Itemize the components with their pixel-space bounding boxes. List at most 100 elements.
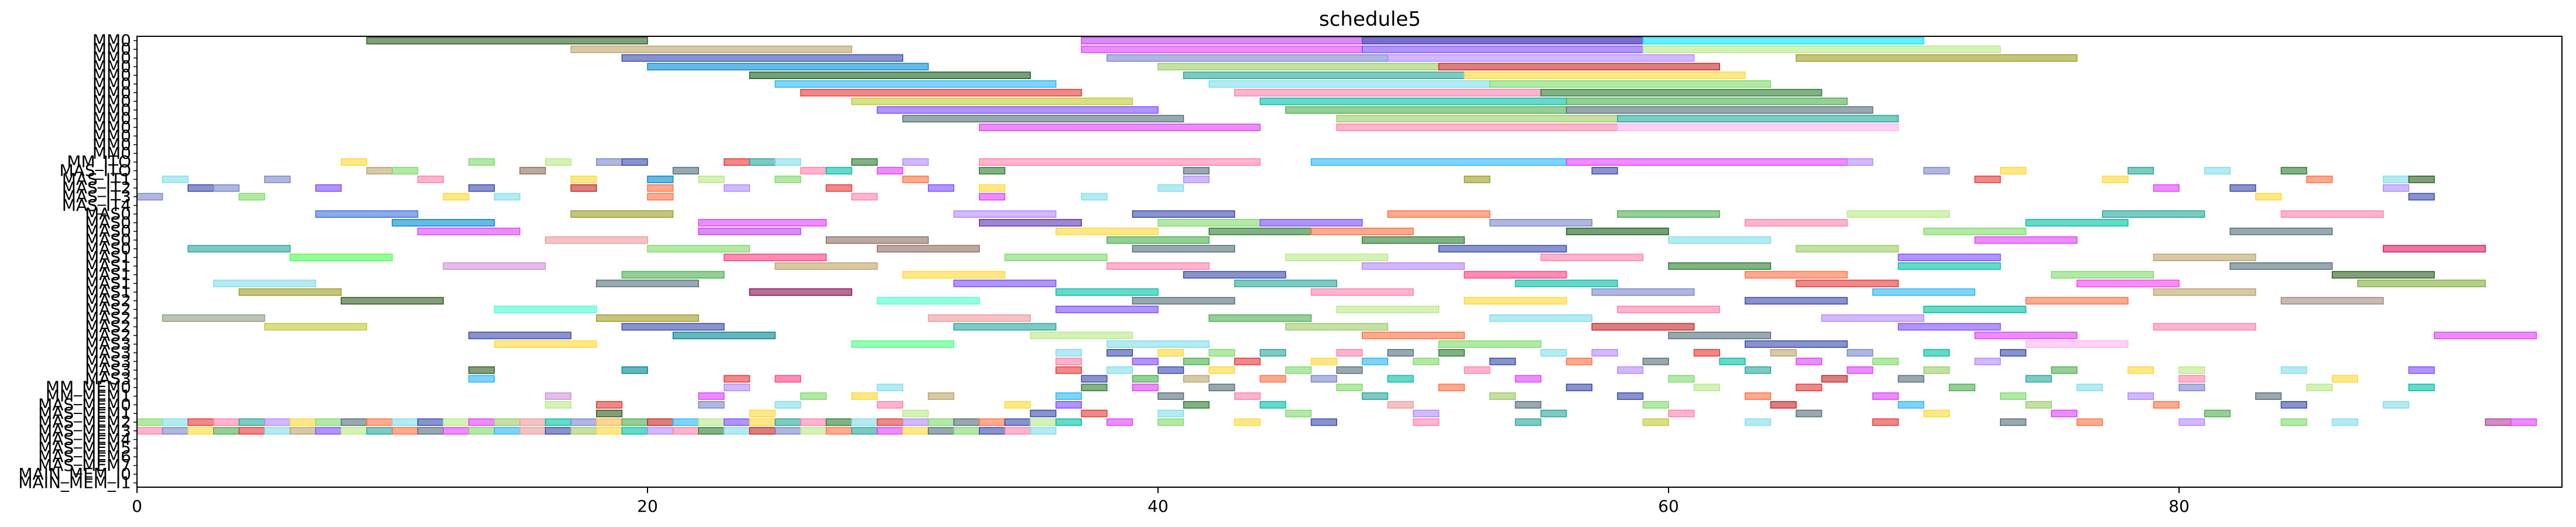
task-bar-293 [2408, 384, 2435, 392]
task-bar-403 [341, 427, 368, 435]
task-bar-27 [876, 106, 1159, 114]
task-bar-232 [1132, 357, 1159, 365]
task-bar-69 [647, 175, 674, 183]
task-bar-164 [596, 279, 699, 288]
task-bar-207 [1668, 331, 1772, 340]
task-bar-95 [238, 193, 265, 201]
task-bar-186 [1055, 306, 1159, 313]
task-bar-98 [647, 193, 674, 201]
task-bar-346 [238, 418, 265, 426]
task-bar-282 [1132, 384, 1159, 392]
task-bar-162 [2331, 271, 2435, 279]
y-tick-label: MM0 [93, 83, 131, 102]
task-bar-242 [1796, 357, 1823, 365]
task-bar-288 [1796, 384, 1823, 392]
task-bar-161 [2051, 271, 2154, 279]
task-bar-146 [1540, 254, 1644, 261]
task-bar-135 [187, 245, 291, 253]
task-bar-420 [775, 427, 801, 435]
task-bar-249 [1157, 366, 1184, 374]
task-bar-339 [1923, 409, 1950, 418]
task-bar-238 [1489, 357, 1516, 365]
task-bar-68 [570, 175, 597, 183]
task-bar-48 [1566, 158, 1848, 166]
task-bar-166 [1234, 279, 1337, 288]
task-bar-22 [1234, 88, 1542, 97]
bars-layer [136, 37, 2537, 435]
task-bar-131 [1107, 236, 1210, 244]
task-bar-236 [1362, 357, 1389, 365]
task-bar-118 [1489, 218, 1592, 227]
task-bar-419 [749, 427, 776, 435]
task-bar-187 [1336, 306, 1440, 313]
task-bar-175 [1591, 288, 1695, 296]
task-bar-169 [2076, 279, 2180, 288]
task-bar-369 [825, 418, 852, 426]
task-bar-101 [1081, 193, 1108, 201]
y-tick-label: MAS2 [85, 299, 131, 319]
task-bar-185 [494, 306, 597, 313]
task-bar-195 [1821, 314, 1924, 322]
task-bar-99 [851, 193, 878, 201]
y-tick-label: MAS0 [85, 221, 131, 241]
task-bar-182 [1745, 297, 1848, 305]
task-bar-123 [1055, 227, 1159, 235]
task-bar-217 [1107, 349, 1133, 357]
task-bar-277 [2178, 375, 2205, 383]
task-bar-370 [851, 418, 878, 426]
task-bar-128 [2229, 227, 2333, 235]
task-bar-320 [1515, 401, 1542, 409]
task-bar-23 [1540, 88, 1823, 97]
task-bar-171 [238, 288, 342, 296]
task-bar-91 [2153, 184, 2180, 192]
y-tick-label: MM0 [93, 117, 131, 136]
task-bar-79 [2408, 175, 2435, 183]
task-bar-316 [1055, 401, 1082, 409]
task-bar-278 [2331, 375, 2358, 383]
task-bar-97 [494, 193, 520, 201]
task-bar-250 [1208, 366, 1235, 374]
task-bar-37 [468, 158, 495, 166]
y-tick-label: MM0 [93, 126, 131, 145]
task-bar-173 [1055, 288, 1159, 296]
task-bar-205 [1030, 331, 1133, 340]
task-bar-367 [775, 418, 801, 426]
y-tick-label: MAS_IT2 [62, 178, 131, 197]
task-bar-57 [979, 167, 1006, 174]
task-bar-183 [2025, 297, 2129, 305]
x-axis: 0 20 40 60 80 [132, 487, 2190, 516]
task-bar-208 [1974, 331, 2078, 340]
task-bar-252 [1336, 366, 1363, 374]
task-bar-231 [1055, 357, 1082, 365]
task-bar-257 [1923, 366, 1950, 374]
task-bar-78 [2383, 175, 2410, 183]
task-bar-294 [544, 392, 571, 400]
task-bar-93 [2383, 184, 2410, 192]
task-bar-310 [544, 401, 571, 409]
task-bar-199 [1285, 323, 1389, 331]
task-bar-127 [1923, 227, 2027, 235]
task-bar-393 [2485, 418, 2512, 426]
task-bar-315 [1004, 401, 1031, 409]
task-bar-87 [825, 184, 852, 192]
task-bar-110 [1847, 210, 1950, 218]
task-bar-373 [927, 418, 954, 426]
y-tick-label: MM0 [93, 109, 131, 128]
task-bar-141 [2383, 245, 2486, 253]
task-bar-40 [621, 158, 648, 166]
task-bar-155 [2229, 262, 2333, 270]
task-bar-44 [851, 158, 878, 166]
y-tick-label: MAS1 [85, 273, 131, 293]
task-bar-327 [2383, 401, 2410, 409]
task-bar-289 [1948, 384, 1975, 392]
task-bar-160 [1745, 271, 1848, 279]
task-bar-423 [851, 427, 878, 435]
task-bar-104 [315, 210, 419, 218]
y-tick-label: MAS2 [85, 317, 131, 336]
task-bar-219 [1208, 349, 1235, 357]
task-bar-313 [775, 401, 801, 409]
task-bar-228 [1847, 349, 1873, 357]
task-bar-108 [1387, 210, 1491, 218]
task-bar-378 [1055, 418, 1082, 426]
task-bar-410 [519, 427, 546, 435]
